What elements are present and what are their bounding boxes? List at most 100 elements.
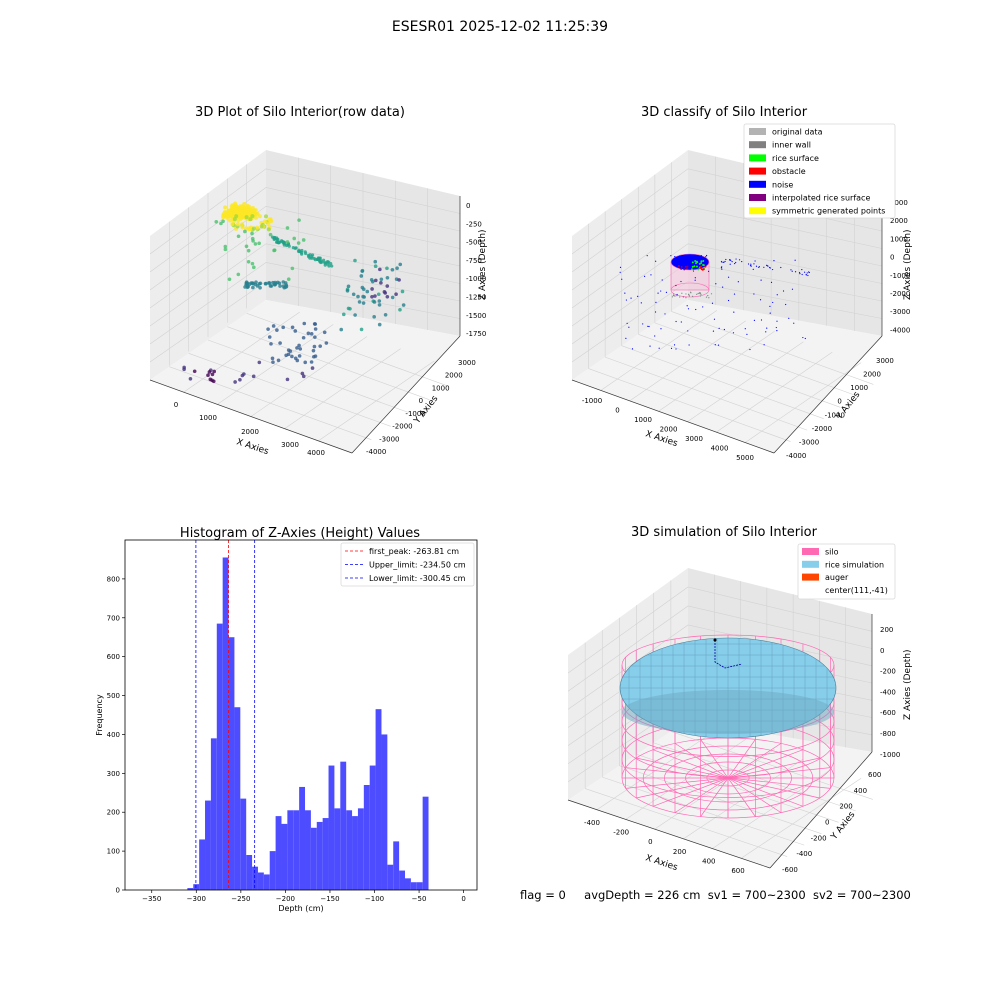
silo-floor-spoke (727, 777, 804, 807)
panel2-inner-wall-point (710, 293, 713, 295)
panel2-noise-point (680, 280, 682, 283)
panel2-inner-wall-point (699, 291, 701, 294)
panel4-x-tick: 600 (731, 867, 744, 875)
silo-floor-spoke (727, 777, 782, 813)
histogram-bar (234, 707, 241, 890)
panel2-legend-box (743, 123, 896, 219)
panel1-data-point (267, 281, 272, 285)
panel1-data-point (312, 344, 317, 349)
histogram-legend-label: Upper_limit: -234.50 cm (369, 561, 466, 570)
panel2-grid (600, 310, 718, 391)
panel1-data-point (230, 222, 235, 227)
panel2-noise-point (705, 256, 707, 258)
panel1-data-point (257, 282, 262, 286)
histogram-bar (422, 796, 429, 890)
histogram-bar (363, 785, 370, 890)
flag-status: flag = 0 (520, 888, 566, 902)
histogram-bar (252, 866, 258, 890)
panel1-data-point (324, 341, 329, 345)
panel1-data-point (244, 281, 249, 286)
histogram-reference-lines (195, 540, 256, 890)
histogram-bar (410, 882, 417, 890)
panel2-noise-point (753, 319, 756, 321)
panel2-inner-wall-point (674, 295, 676, 297)
panel2-grid (571, 205, 883, 291)
panel2-interpolated-point (680, 266, 683, 269)
panel-histogram: Histogram of Z-Axies (Height) Values −35… (95, 526, 478, 913)
panel1-data-point (221, 213, 226, 218)
panel1-data-point (246, 248, 251, 253)
panel2-noise-point (806, 272, 808, 274)
panel1-data-point (244, 215, 249, 220)
panel2-noise-point (801, 273, 803, 276)
panel1-data-point (316, 256, 321, 260)
histogram-x-tick-label: −200 (276, 895, 295, 903)
histogram-legend: first_peak: -263.81 cm Upper_limit: -234.… (340, 542, 475, 587)
panel1-data-point (275, 328, 279, 332)
panel4-grid (740, 778, 862, 859)
panel2-noise-point (725, 258, 727, 261)
panel4-y-tick: -400 (796, 850, 812, 858)
histogram-bar (393, 841, 400, 890)
panel2-noise-point (738, 259, 741, 261)
silo-floor-spoke (674, 743, 729, 779)
panel2-noise-point (658, 347, 660, 349)
panel1-data-point (359, 274, 364, 278)
panel1-data-point (308, 253, 312, 257)
panel1-data-point (377, 322, 382, 327)
panel1-data-point (359, 327, 364, 332)
panel2-noise-point (715, 283, 717, 285)
panel2-noise-point (694, 277, 696, 279)
panel2-noise-point (673, 344, 676, 346)
panel2-noise-point (670, 255, 672, 257)
panel1-z-tick: -1250 (466, 294, 486, 302)
panel2-back-left-pane (572, 150, 688, 380)
histogram-x-tick-label: −100 (365, 895, 384, 903)
panel2-noise-point (804, 271, 806, 273)
panel2-inner-wall-point (685, 293, 687, 295)
panel1-data-point (297, 343, 301, 348)
panel1-data-point (327, 264, 331, 268)
panel2-noise-point (763, 266, 765, 268)
panel1-axes-3d: 0 1000 2000 3000 4000 -4000 -3000 -2000 -1000 0 10… (149, 150, 486, 457)
panel1-z-tick: -750 (466, 257, 482, 265)
panel1-data-point (297, 218, 301, 222)
panel1-data-point (248, 217, 253, 222)
panel2-noise-point (676, 293, 678, 296)
panel2-noise-point (654, 311, 657, 313)
panel1-y-tick: 2000 (445, 372, 463, 380)
panel1-data-point (353, 258, 357, 263)
panel2-noise-point (794, 259, 796, 261)
panel4-z-label: Z Axies (Depth) (903, 649, 913, 720)
panel2-noise-point (790, 269, 792, 271)
panel4-y-tick: 600 (868, 771, 881, 779)
silo-floor-spoke (727, 757, 820, 779)
panel1-data-point (360, 285, 365, 290)
sv2-status: sv2 = 700~2300 (812, 888, 911, 902)
panel2-noise-point (776, 320, 778, 322)
panel1-data-point (351, 292, 356, 297)
panel2-inner-wall-point (700, 293, 702, 295)
panel2-legend-label: noise (772, 180, 793, 189)
silo-floor-spoke (636, 757, 729, 779)
panel1-data-point (378, 267, 382, 272)
panel1-z-tick: -1000 (466, 275, 486, 283)
panel2-noise-point (769, 312, 771, 314)
panel1-data-point (253, 242, 258, 246)
panel2-legend-label: rice surface (772, 154, 819, 163)
panel1-data-point (244, 244, 249, 249)
histogram-bar (316, 821, 323, 890)
panel2-inner-wall-point (679, 296, 681, 298)
panel4-legend: silo rice simulation auger center(111,-41) (797, 543, 896, 600)
panel2-noise-point (798, 271, 801, 274)
panel1-data-point (385, 275, 390, 280)
panel1-data-point (182, 365, 186, 370)
panel2-z-tick: -1000 (890, 272, 910, 280)
silo-floor-spoke (727, 739, 756, 779)
panel1-data-point (323, 263, 327, 267)
panel4-y-tick: -200 (811, 834, 827, 842)
panel2-noise-point (717, 344, 720, 346)
panel1-data-point (235, 222, 240, 227)
panel2-noise-point (767, 265, 769, 267)
panel1-data-point (398, 262, 403, 267)
